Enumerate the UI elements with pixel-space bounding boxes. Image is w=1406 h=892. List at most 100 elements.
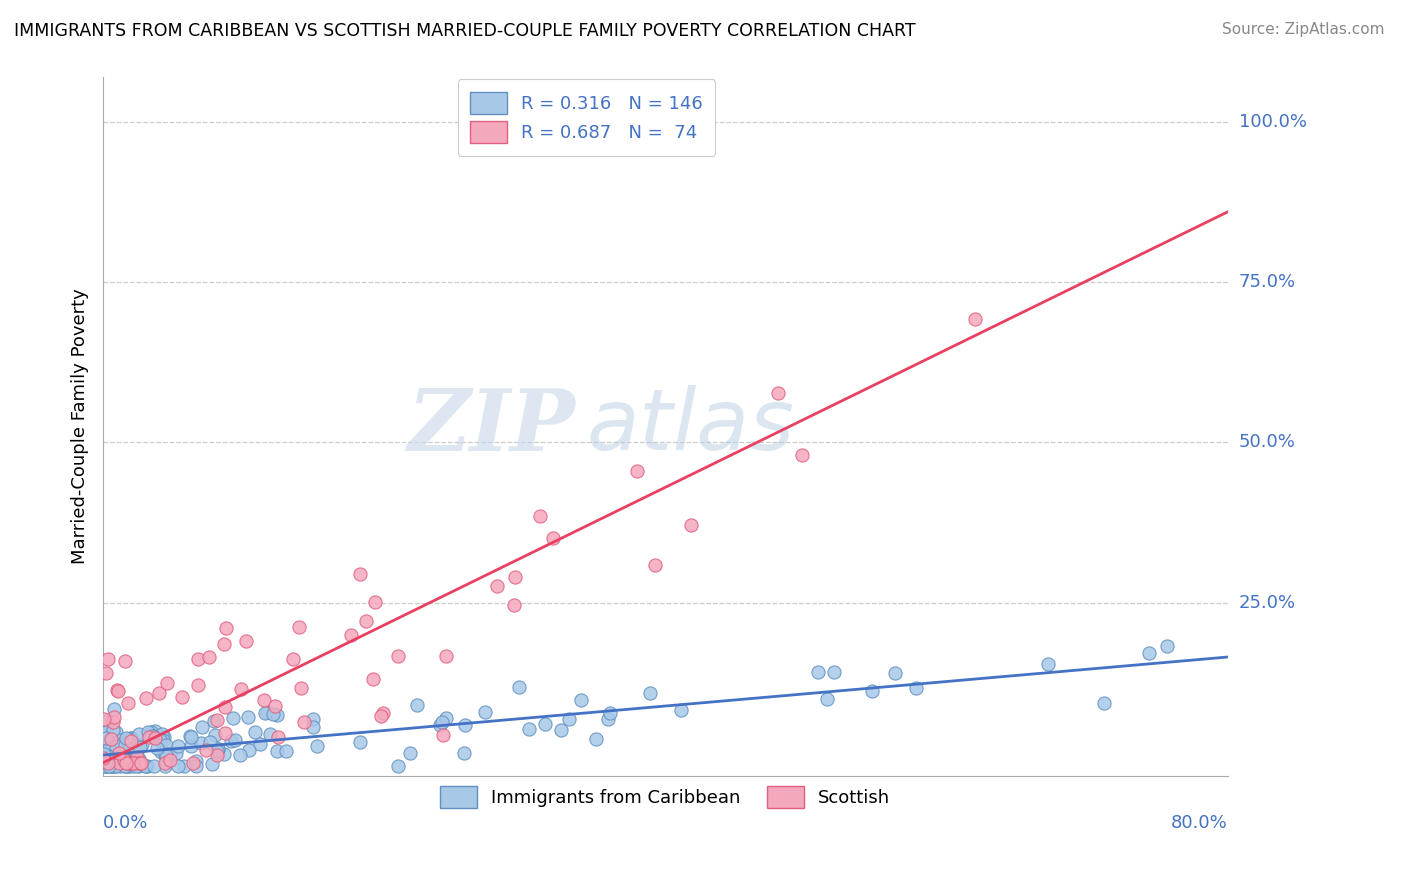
Point bbox=[529, 508, 551, 523]
Point bbox=[644, 558, 666, 572]
Point bbox=[141, 730, 163, 744]
Text: 50.0%: 50.0% bbox=[1239, 434, 1295, 451]
Point bbox=[267, 730, 290, 744]
Point bbox=[212, 637, 235, 651]
Point bbox=[221, 734, 243, 748]
Point bbox=[205, 744, 228, 758]
Point bbox=[134, 759, 156, 773]
Point bbox=[585, 732, 607, 747]
Point bbox=[114, 759, 136, 773]
Point bbox=[155, 747, 177, 762]
Point bbox=[112, 750, 135, 764]
Point bbox=[167, 739, 190, 753]
Point bbox=[159, 747, 181, 761]
Point bbox=[94, 759, 117, 773]
Point bbox=[104, 759, 127, 773]
Point bbox=[194, 743, 217, 757]
Point bbox=[432, 728, 454, 742]
Point bbox=[884, 665, 907, 680]
Point bbox=[290, 681, 312, 696]
Point bbox=[558, 713, 581, 727]
Point bbox=[371, 706, 394, 720]
Point bbox=[281, 652, 304, 666]
Point bbox=[1092, 696, 1115, 710]
Point bbox=[100, 759, 122, 773]
Point bbox=[235, 633, 257, 648]
Point bbox=[98, 759, 121, 773]
Point bbox=[766, 386, 789, 401]
Point bbox=[101, 723, 124, 738]
Point bbox=[107, 747, 129, 761]
Point bbox=[180, 730, 202, 744]
Point bbox=[100, 753, 122, 767]
Point bbox=[792, 448, 814, 462]
Point bbox=[128, 739, 150, 754]
Point bbox=[105, 759, 128, 773]
Point bbox=[243, 724, 266, 739]
Point bbox=[115, 746, 138, 760]
Point bbox=[626, 464, 648, 478]
Point bbox=[167, 759, 190, 773]
Point bbox=[100, 756, 122, 771]
Point bbox=[262, 707, 284, 722]
Point bbox=[125, 759, 148, 773]
Point bbox=[429, 718, 451, 732]
Point bbox=[142, 729, 165, 743]
Point bbox=[94, 731, 117, 746]
Point bbox=[508, 680, 530, 694]
Point bbox=[221, 710, 243, 724]
Point bbox=[103, 701, 125, 715]
Point bbox=[541, 531, 564, 545]
Point bbox=[101, 759, 124, 773]
Point bbox=[104, 724, 127, 739]
Point bbox=[110, 737, 132, 751]
Point bbox=[184, 759, 207, 773]
Point bbox=[387, 649, 409, 664]
Point bbox=[115, 750, 138, 764]
Point bbox=[399, 746, 422, 760]
Point bbox=[364, 594, 387, 608]
Point bbox=[104, 759, 127, 773]
Point bbox=[184, 754, 207, 768]
Point bbox=[96, 714, 118, 728]
Point bbox=[1137, 646, 1160, 660]
Point bbox=[294, 715, 316, 730]
Point bbox=[148, 685, 170, 699]
Point bbox=[145, 731, 167, 745]
Point bbox=[153, 730, 176, 744]
Point bbox=[596, 712, 619, 726]
Point bbox=[100, 749, 122, 764]
Point bbox=[517, 723, 540, 737]
Point bbox=[599, 706, 621, 720]
Point bbox=[150, 727, 173, 741]
Point bbox=[98, 753, 121, 767]
Point bbox=[201, 756, 224, 771]
Point bbox=[143, 759, 166, 773]
Point bbox=[114, 654, 136, 668]
Point bbox=[120, 731, 142, 745]
Point bbox=[205, 748, 228, 763]
Point bbox=[120, 731, 142, 746]
Point bbox=[224, 733, 246, 747]
Point bbox=[238, 710, 260, 724]
Point bbox=[111, 747, 134, 762]
Point bbox=[229, 747, 252, 762]
Point bbox=[128, 727, 150, 741]
Point bbox=[94, 725, 117, 739]
Point bbox=[207, 741, 229, 756]
Point bbox=[114, 756, 136, 770]
Point bbox=[118, 759, 141, 773]
Point bbox=[138, 730, 160, 744]
Point bbox=[259, 726, 281, 740]
Point bbox=[503, 598, 526, 612]
Point bbox=[669, 703, 692, 717]
Point bbox=[197, 650, 219, 665]
Point bbox=[125, 750, 148, 764]
Point bbox=[860, 683, 883, 698]
Point bbox=[114, 738, 136, 752]
Point bbox=[136, 725, 159, 739]
Point bbox=[141, 724, 163, 739]
Point bbox=[190, 720, 212, 734]
Point bbox=[96, 751, 118, 765]
Point bbox=[823, 665, 845, 680]
